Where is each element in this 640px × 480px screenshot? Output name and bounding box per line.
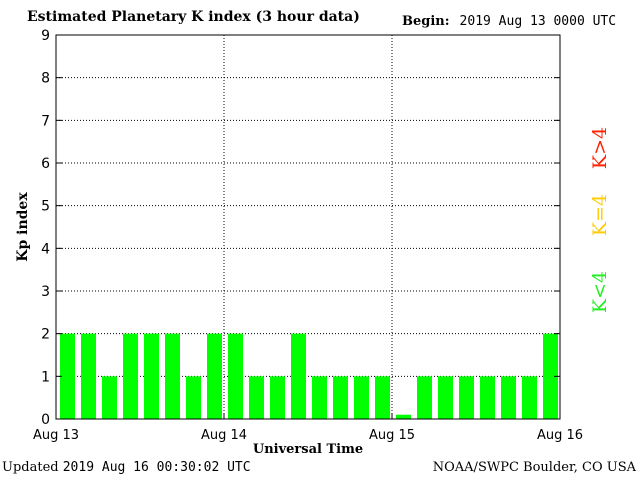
y-tick-label: 5 xyxy=(41,199,50,215)
kp-bar xyxy=(60,333,75,419)
x-axis-label: Universal Time xyxy=(253,442,363,457)
updated-timestamp: Updated 2019 Aug 16 00:30:02 UTC xyxy=(2,460,251,475)
y-tick-label: 9 xyxy=(41,28,50,44)
bars xyxy=(60,333,558,419)
kp-bar xyxy=(354,376,369,419)
kp-bar xyxy=(375,376,390,419)
kp-bar xyxy=(144,333,159,419)
plot-frame xyxy=(55,34,561,420)
x-ticks: Aug 13 Aug 14 Aug 15 Aug 16 xyxy=(33,413,583,443)
x-tick-label: Aug 16 xyxy=(537,428,583,443)
y-tick-label: 7 xyxy=(41,113,50,129)
kp-bar xyxy=(333,376,348,419)
y-tick-label: 6 xyxy=(41,156,50,172)
kp-bar xyxy=(228,333,243,419)
kp-bar xyxy=(186,376,201,419)
begin-value: 2019 Aug 13 0000 UTC xyxy=(459,14,617,29)
y-tick-label: 0 xyxy=(41,412,50,428)
kp-bar xyxy=(249,376,264,419)
y-tick-label: 8 xyxy=(41,71,50,87)
kp-bar xyxy=(396,414,411,419)
legend-label: K=4 xyxy=(589,194,611,236)
begin-label: Begin: xyxy=(402,14,450,29)
kp-bar xyxy=(102,376,117,419)
kp-bar xyxy=(291,333,306,419)
y-axis-label: Kp index xyxy=(15,192,31,262)
y-tick-label: 1 xyxy=(41,369,50,385)
kp-bar xyxy=(543,333,558,419)
x-tick-label: Aug 13 xyxy=(33,428,79,443)
kp-bar xyxy=(438,376,453,419)
source-credit: NOAA/SWPC Boulder, CO USA xyxy=(432,460,636,475)
kp-bar xyxy=(417,376,432,419)
chart-title: Estimated Planetary K index (3 hour data… xyxy=(27,9,360,25)
kp-bar xyxy=(123,333,138,419)
legend-label: K>4 xyxy=(589,127,611,169)
x-tick-label: Aug 15 xyxy=(369,428,415,443)
begin-time: Begin: 2019 Aug 13 0000 UTC xyxy=(402,14,616,29)
y-ticks: 0 1 2 3 4 5 6 7 8 9 xyxy=(41,28,560,428)
y-tick-label: 4 xyxy=(41,241,50,257)
updated-value: 2019 Aug 16 00:30:02 UTC xyxy=(62,460,251,475)
x-tick-label: Aug 14 xyxy=(201,428,247,443)
y-tick-label: 2 xyxy=(41,327,50,343)
kp-bar xyxy=(165,333,180,419)
legend-label: K<4 xyxy=(589,271,611,313)
kp-bar xyxy=(207,333,222,419)
kp-bar xyxy=(501,376,516,419)
kp-bar xyxy=(81,333,96,419)
kp-bar xyxy=(522,376,537,419)
legend: K>4 K=4 K<4 xyxy=(589,127,611,313)
kp-bar xyxy=(270,376,285,419)
grid-lines xyxy=(56,35,560,419)
y-tick-label: 3 xyxy=(41,284,50,300)
kp-bar xyxy=(480,376,495,419)
updated-label: Updated xyxy=(2,460,59,475)
kp-bar xyxy=(459,376,474,419)
kp-bar xyxy=(312,376,327,419)
